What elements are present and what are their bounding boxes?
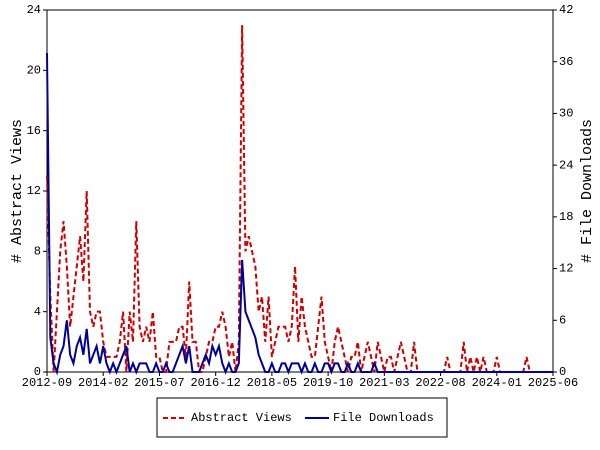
y-tick-label: 24 (27, 3, 41, 17)
y-tick-label: 4 (34, 305, 41, 319)
y2-tick-label: 24 (559, 158, 573, 172)
x-tick-label: 2019-10 (303, 376, 353, 390)
y2-tick-label: 18 (559, 210, 573, 224)
y-axis-title: # Abstract Views (9, 119, 26, 263)
x-tick-label: 2021-03 (359, 376, 409, 390)
x-tick-label: 2022-08 (415, 376, 465, 390)
y2-tick-label: 12 (559, 262, 573, 276)
y2-tick-label: 0 (559, 365, 566, 379)
y-tick-label: 16 (27, 124, 41, 138)
x-tick-label: 2012-09 (22, 376, 72, 390)
legend-box (156, 397, 448, 438)
x-tick-label: 2014-02 (78, 376, 128, 390)
x-tick-label: 2024-01 (472, 376, 522, 390)
series-line (46, 25, 553, 373)
x-tick-label: 2016-12 (190, 376, 240, 390)
x-tick-label: 2025-06 (528, 376, 578, 390)
y-tick-label: 20 (27, 64, 41, 78)
y2-axis-title: # File Downloads (579, 119, 596, 263)
y-tick-label: 12 (27, 184, 41, 198)
y2-tick-label: 6 (559, 313, 566, 327)
y-tick-label: 0 (34, 365, 41, 379)
series-line (46, 53, 553, 376)
y2-tick-label: 30 (559, 107, 573, 121)
legend-label: Abstract Views (191, 411, 292, 425)
legend-label: File Downloads (333, 411, 434, 425)
y2-tick-label: 42 (559, 3, 573, 17)
x-tick-label: 2015-07 (134, 376, 184, 390)
x-tick-label: 2018-05 (247, 376, 297, 390)
y-tick-label: 8 (34, 245, 41, 259)
y2-tick-label: 36 (559, 55, 573, 69)
